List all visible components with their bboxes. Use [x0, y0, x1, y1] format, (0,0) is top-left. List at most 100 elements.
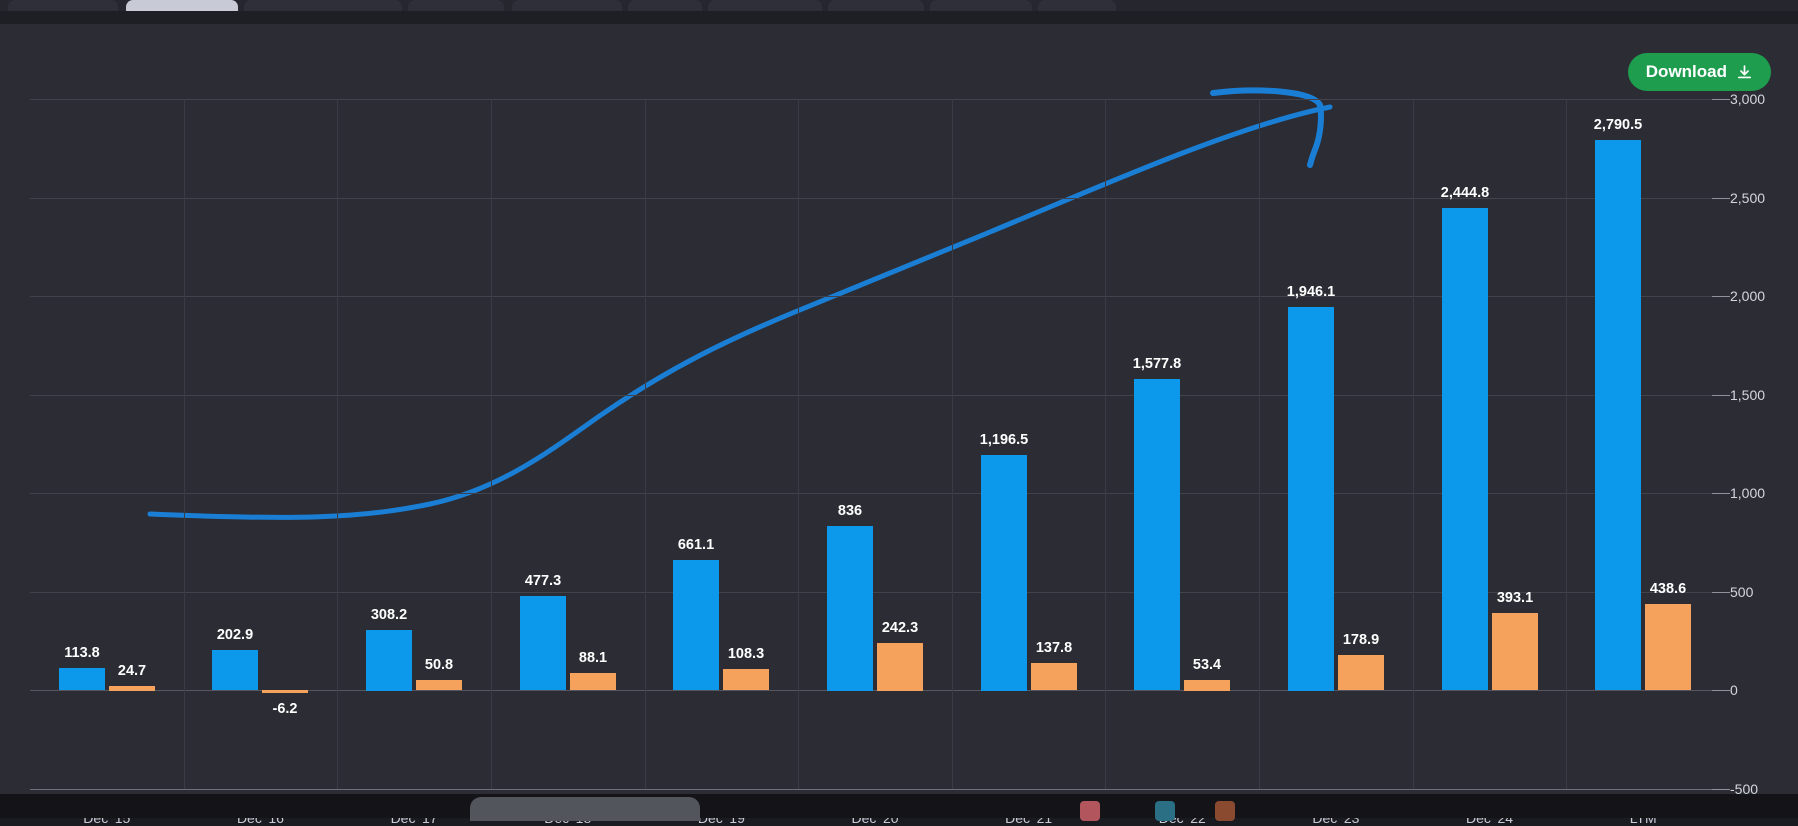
bar-label-profit: 50.8: [424, 657, 454, 673]
bar-label-profit: 108.3: [727, 646, 765, 662]
bar-label-revenue: 661.1: [677, 537, 715, 553]
bar-label-revenue: 2,790.5: [1593, 117, 1643, 133]
browser-tab-10[interactable]: [1038, 0, 1116, 11]
vertical-gridline: [184, 99, 185, 789]
browser-tab-1[interactable]: [8, 0, 118, 11]
chart-panel: Download -500 0 500 1,000 1,500 2,000 2,500 3,0…: [0, 24, 1798, 825]
download-icon: [1736, 64, 1753, 81]
browser-tab-3[interactable]: [244, 0, 402, 11]
ytick-label: 2,000: [1730, 288, 1766, 304]
vertical-gridline: [645, 99, 646, 789]
browser-tab-5[interactable]: [512, 0, 622, 11]
ytick-label: 2,500: [1730, 190, 1766, 206]
bar-label-profit: 178.9: [1342, 632, 1380, 648]
ytick-dash: [1712, 99, 1730, 100]
download-button-label: Download: [1645, 62, 1727, 81]
task-icon-red[interactable]: [1080, 801, 1100, 821]
bar-label-profit: -6.2: [272, 701, 298, 717]
gridline--500: [30, 789, 1720, 790]
bar-label-revenue: 202.9: [216, 627, 254, 643]
gridline-2500: [30, 198, 1720, 199]
bar-profit-Dec18[interactable]: [570, 673, 616, 690]
ytick-label: 3,000: [1730, 91, 1766, 107]
vertical-gridline: [337, 99, 338, 789]
browser-tab-2[interactable]: [126, 0, 238, 11]
gridline-2000: [30, 296, 1720, 297]
browser-tabstrip[interactable]: [0, 0, 1798, 11]
bar-revenue-Dec24[interactable]: [1442, 208, 1488, 690]
bar-profit-Dec23[interactable]: [1338, 655, 1384, 690]
ytick-dash: [1712, 789, 1730, 790]
bar-revenue-Dec19[interactable]: [673, 560, 719, 690]
bar-profit-Dec15[interactable]: [109, 686, 155, 691]
task-icon-orange[interactable]: [1215, 801, 1235, 821]
ytick-dash: [1712, 592, 1730, 593]
bar-label-revenue: 836: [837, 503, 863, 519]
bar-label-revenue: 1,196.5: [979, 432, 1029, 448]
bar-label-revenue: 2,444.8: [1440, 185, 1490, 201]
ytick-dash: [1712, 296, 1730, 297]
bar-label-profit: 137.8: [1035, 640, 1073, 656]
bar-label-profit: 393.1: [1496, 590, 1534, 606]
bar-profit-LTM[interactable]: [1645, 604, 1691, 690]
bar-revenue-Dec22[interactable]: [1134, 379, 1180, 690]
bar-label-revenue: 113.8: [64, 645, 100, 661]
bar-revenue-Dec23[interactable]: [1288, 307, 1334, 691]
os-taskbar[interactable]: [0, 794, 1798, 821]
bar-profit-Dec17[interactable]: [416, 680, 462, 690]
vertical-gridline: [952, 99, 953, 789]
bar-revenue-Dec20[interactable]: [827, 526, 873, 691]
vertical-gridline: [1566, 99, 1567, 789]
browser-tab-6[interactable]: [628, 0, 702, 11]
bar-label-profit: 438.6: [1649, 581, 1687, 597]
bar-profit-Dec16[interactable]: [262, 690, 308, 693]
vertical-gridline: [1413, 99, 1414, 789]
vertical-gridline: [1259, 99, 1260, 789]
browser-tab-8[interactable]: [828, 0, 924, 11]
bar-label-profit: 53.4: [1192, 657, 1222, 673]
ytick-dash: [1712, 690, 1730, 691]
bar-profit-Dec21[interactable]: [1031, 663, 1077, 690]
task-icon-cyan[interactable]: [1155, 801, 1175, 821]
gridline-1500: [30, 395, 1720, 396]
vertical-gridline: [1105, 99, 1106, 789]
taskbar-window-pill[interactable]: [470, 797, 700, 821]
bar-revenue-Dec18[interactable]: [520, 596, 566, 690]
browser-tab-7[interactable]: [708, 0, 822, 11]
bar-label-revenue: 1,577.8: [1132, 356, 1182, 372]
bar-label-profit: 24.7: [117, 663, 147, 679]
bar-label-profit: 88.1: [578, 650, 608, 666]
vertical-gridline: [798, 99, 799, 789]
bar-revenue-LTM[interactable]: [1595, 140, 1641, 690]
bar-label-revenue: 1,946.1: [1286, 284, 1336, 300]
browser-tab-9[interactable]: [930, 0, 1032, 11]
bar-revenue-Dec21[interactable]: [981, 455, 1027, 691]
bar-profit-Dec22[interactable]: [1184, 680, 1230, 691]
ytick-label: 0: [1730, 682, 1738, 698]
ytick-label: 1,500: [1730, 387, 1766, 403]
ytick-dash: [1712, 395, 1730, 396]
bar-revenue-Dec16[interactable]: [212, 650, 258, 690]
ytick-dash: [1712, 493, 1730, 494]
bar-label-revenue: 477.3: [524, 573, 562, 589]
ytick-label: 500: [1730, 584, 1754, 600]
browser-toolbar-edge: [0, 11, 1798, 24]
bar-revenue-Dec15[interactable]: [59, 668, 105, 690]
gridline-1000: [30, 493, 1720, 494]
bar-profit-Dec24[interactable]: [1492, 613, 1538, 690]
download-button[interactable]: Download: [1627, 53, 1771, 91]
ytick-label: -500: [1730, 781, 1759, 797]
bar-label-profit: 242.3: [881, 620, 919, 636]
gridline-3000: [30, 99, 1720, 100]
bar-label-revenue: 308.2: [370, 607, 408, 623]
gridline-0: [30, 690, 1720, 691]
trend-curve: [147, 104, 1333, 520]
hand-drawn-arrow-annotation: [1210, 87, 1324, 168]
bar-profit-Dec19[interactable]: [723, 669, 769, 690]
ytick-label: 1,000: [1730, 485, 1766, 501]
vertical-gridline: [491, 99, 492, 789]
bar-profit-Dec20[interactable]: [877, 643, 923, 691]
bar-revenue-Dec17[interactable]: [366, 630, 412, 691]
browser-tab-4[interactable]: [408, 0, 504, 11]
plot-area: -500 0 500 1,000 1,500 2,000 2,500 3,000 Dec '15…: [30, 87, 1765, 825]
